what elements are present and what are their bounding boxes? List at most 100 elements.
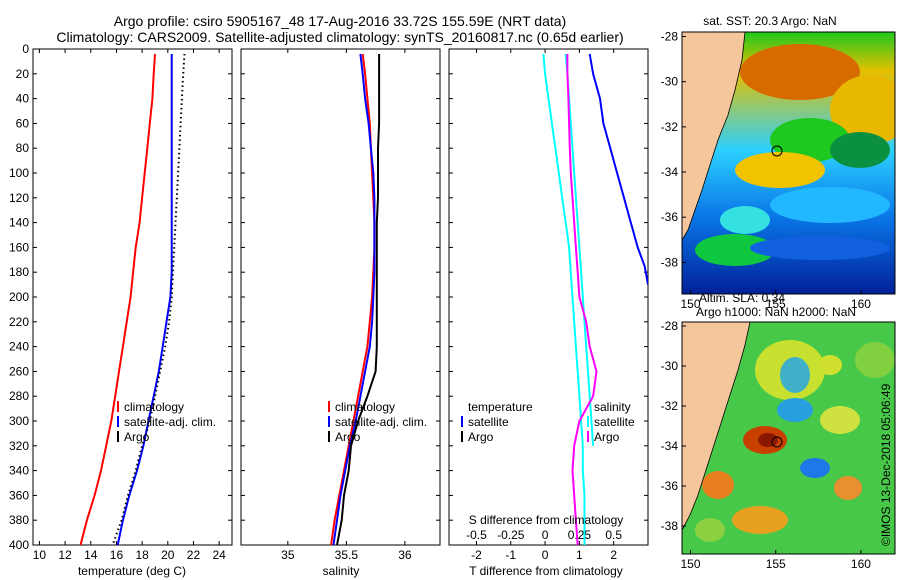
sla-map-title-2: Argo h1000: NaN h2000: NaN	[696, 305, 856, 319]
depth-tick-label: 180	[9, 265, 29, 279]
depth-tick-label: 280	[9, 389, 29, 403]
map-x-tick-label: 155	[766, 557, 786, 571]
map-y-tick-label: -34	[661, 439, 679, 453]
temperature-legend: climatology satellite-adj. clim. Argo	[117, 400, 216, 444]
sla-map-ticks: 150 155 160 -28 -30 -32 -34 -36 -38	[661, 319, 872, 571]
depth-tick-label: 260	[9, 364, 29, 378]
depth-tick-label: 340	[9, 464, 29, 478]
map-x-tick-label: 160	[851, 557, 871, 571]
s-diff-tick-label: 0.25	[568, 528, 592, 542]
map-y-tick-label: -32	[661, 120, 679, 134]
legend-argo: Argo	[124, 430, 150, 444]
depth-tick-label: 400	[9, 538, 29, 552]
difference-panel: -2 -1 0 1 2 -0.5 -0.25 0 0.25 0.5 temperature sat…	[448, 48, 649, 578]
legend-climatology-s: climatology	[335, 400, 395, 414]
depth-tick-label: 360	[9, 488, 29, 502]
temperature-panel: 0 20 40 60 80 100 120 140 160 180 200 220 240 260 280 3…	[9, 42, 233, 578]
x-tick-label: -1	[505, 548, 516, 562]
legend-s-argo: Argo	[594, 430, 620, 444]
depth-tick-label: 380	[9, 513, 29, 527]
salinity-xlabel: salinity	[323, 564, 360, 578]
map-y-tick-label: -32	[661, 399, 679, 413]
map-y-tick-label: -30	[661, 359, 679, 373]
depth-tick-label: 80	[16, 141, 30, 155]
series-temperature-satellite	[588, 53, 648, 285]
series-satellite-adj-clim-	[332, 53, 376, 545]
x-tick-label: 16	[110, 548, 124, 562]
sst-map-frame	[681, 31, 896, 295]
depth-tick-label: 200	[9, 290, 29, 304]
depth-tick-label: 320	[9, 439, 29, 453]
s-difference-label: S difference from climatology	[469, 513, 624, 527]
difference-axes-frame	[448, 48, 649, 546]
depth-tick-label: 300	[9, 414, 29, 428]
map-y-tick-label: -34	[661, 165, 679, 179]
s-diff-tick-label: -0.5	[466, 528, 487, 542]
temperature-ticks: 0 20 40 60 80 100 120 140 160 180 200 220 240 260 280 3…	[9, 42, 232, 562]
salinity-axes-frame	[240, 48, 441, 546]
legend-t-satellite: satellite	[468, 415, 509, 429]
map-x-tick-label: 150	[681, 297, 701, 311]
x-tick-label: 0	[542, 548, 549, 562]
depth-tick-label: 20	[16, 67, 30, 81]
x-tick-label: 12	[58, 548, 72, 562]
sla-map: Altim. SLA: 0.34 Argo h1000: NaN h2000: …	[661, 291, 896, 571]
map-x-tick-label: 155	[766, 297, 786, 311]
depth-tick-label: 240	[9, 340, 29, 354]
temperature-series	[79, 53, 186, 545]
difference-ticks: -2 -1 0 1 2 -0.5 -0.25 0 0.25 0.5	[449, 48, 648, 562]
map-y-tick-label: -28	[661, 30, 679, 44]
title-line-2: Climatology: CARS2009. Satellite-adjuste…	[56, 29, 623, 45]
depth-tick-label: 40	[16, 92, 30, 106]
depth-tick-label: 100	[9, 166, 29, 180]
legend-salinity-title: salinity	[594, 400, 631, 414]
x-tick-label: 36	[398, 548, 412, 562]
series-argo	[336, 54, 381, 545]
depth-tick-label: 140	[9, 216, 29, 230]
depth-tick-label: 60	[16, 116, 30, 130]
x-tick-label: 35.5	[335, 548, 359, 562]
series-salinity-argo	[566, 54, 598, 545]
x-tick-label: 14	[84, 548, 98, 562]
x-tick-label: 10	[33, 548, 47, 562]
series-argo	[111, 53, 186, 545]
map-y-tick-label: -38	[661, 519, 679, 533]
legend-t-argo: Argo	[468, 430, 494, 444]
legend-temperature-title: temperature	[468, 400, 533, 414]
depth-tick-label: 160	[9, 240, 29, 254]
sst-map-ticks: 150 155 160 -28 -30 -32 -34 -36 -38	[661, 30, 872, 311]
salinity-series	[330, 53, 381, 545]
series-satellite-adj-clim-	[116, 54, 173, 545]
series-salinity-satellite	[564, 53, 595, 446]
salinity-panel: 35 35.5 36 climatology satellite-adj. clim…	[240, 48, 441, 578]
s-diff-tick-label: -0.25	[497, 528, 525, 542]
s-diff-tick-label: 0	[542, 528, 549, 542]
x-tick-label: 18	[135, 548, 149, 562]
difference-legend: temperature satellite Argo salinity sate…	[461, 400, 635, 444]
legend-argo-s: Argo	[335, 430, 361, 444]
sla-map-title-1: Altim. SLA: 0.34	[699, 291, 785, 305]
sst-map: sat. SST: 20.3 Argo: NaN 150 155 160 -28 -30…	[661, 14, 896, 311]
x-tick-label: 1	[576, 548, 583, 562]
legend-climatology: climatology	[124, 400, 184, 414]
map-y-tick-label: -36	[661, 479, 679, 493]
watermark: ©IMOS 13-Dec-2018 05:06:49	[879, 383, 893, 546]
depth-tick-label: 220	[9, 315, 29, 329]
map-y-tick-label: -38	[661, 255, 679, 269]
depth-tick-label: 120	[9, 191, 29, 205]
map-y-tick-label: -28	[661, 319, 679, 333]
series-climatology	[330, 53, 376, 545]
x-tick-label: 20	[161, 548, 175, 562]
map-y-tick-label: -36	[661, 210, 679, 224]
x-tick-label: 35	[281, 548, 295, 562]
sst-map-title: sat. SST: 20.3 Argo: NaN	[703, 14, 836, 28]
title-line-1: Argo profile: csiro 5905167_48 17-Aug-20…	[114, 13, 566, 29]
x-tick-label: 22	[187, 548, 201, 562]
x-tick-label: -2	[471, 548, 482, 562]
s-diff-tick-label: 0.5	[605, 528, 622, 542]
temperature-xlabel: temperature (deg C)	[78, 564, 186, 578]
sla-map-frame	[681, 321, 896, 555]
legend-satellite-adj: satellite-adj. clim.	[124, 415, 216, 429]
legend-s-satellite: satellite	[594, 415, 635, 429]
map-y-tick-label: -30	[661, 75, 679, 89]
